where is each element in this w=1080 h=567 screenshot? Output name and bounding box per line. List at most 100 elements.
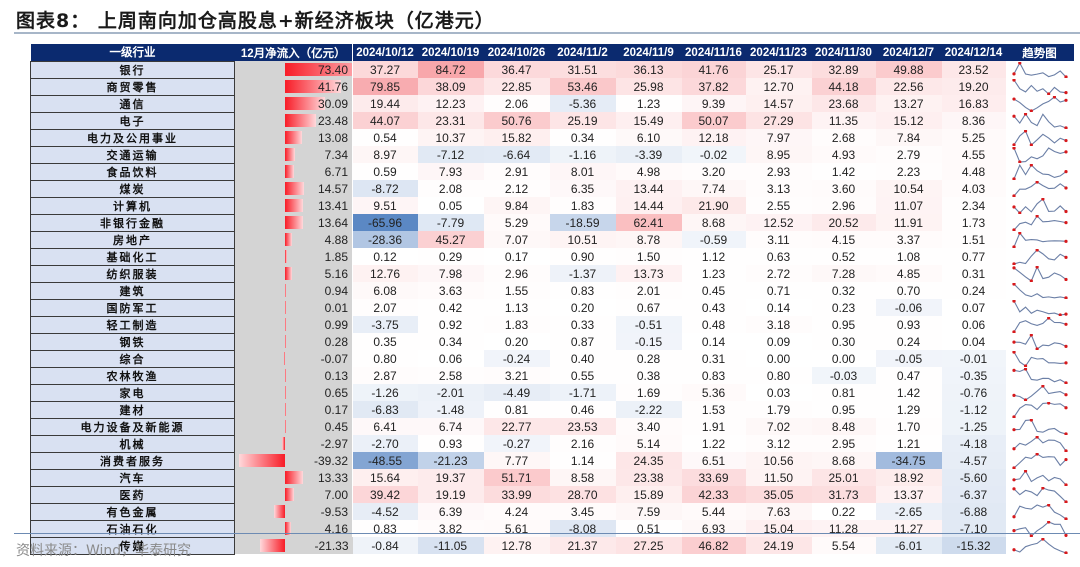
industry-name: 商贸零售: [30, 77, 235, 96]
week-value-cell: 5.61: [484, 520, 550, 537]
week-value-cell: 1.79: [766, 402, 791, 417]
week-value-cell: 6.35: [549, 180, 616, 197]
industry-name: 机械: [30, 434, 235, 453]
week-value-cell: -28.36: [352, 231, 418, 248]
week-value-cell: 6.51: [681, 452, 746, 469]
week-value-cell: 0.48: [701, 317, 726, 332]
week-value-cell: 4.85: [876, 265, 942, 282]
industry-name: 钢铁: [30, 332, 235, 351]
week-value-cell: -8.08: [549, 520, 616, 537]
week-value-cell: 0.51: [636, 521, 661, 536]
table-row: 通信 30.09 19.44 12.23 2.06 -5.36 1.23 9.39 14.57 2…: [30, 94, 1074, 113]
week-value-cell: 21.37: [549, 537, 616, 554]
data-bar: [285, 420, 286, 433]
week-value-cell: 13.27: [875, 95, 942, 112]
week-value-cell: -11.05: [417, 537, 484, 554]
week-value-cell: 3.13: [766, 181, 791, 196]
week-value-cell: 23.53: [549, 418, 616, 435]
table-row: 基础化工 1.85 0.12 0.29 0.17 0.90 1.50 1.12 0.63 0.52…: [30, 247, 1074, 266]
week-value-cell: 0.00: [766, 351, 791, 366]
trend-sparkline: [1005, 367, 1074, 384]
trend-sparkline: [1005, 78, 1074, 95]
week-value-cell: 8.68: [811, 452, 876, 469]
week-value-cell: 0.81: [504, 402, 529, 417]
week-value-cell: -0.27: [483, 435, 550, 452]
industry-name: 建材: [30, 400, 235, 419]
header-week: 2024/10/12: [352, 44, 418, 61]
week-value-cell: 23.31: [417, 112, 484, 129]
week-value-cell: 1.42: [831, 164, 856, 179]
dec-inflow-value: 41.76: [317, 79, 348, 94]
week-value-cell: 6.74: [417, 418, 484, 435]
week-value-cell: 22.85: [483, 78, 550, 95]
dec-inflow-value: 13.64: [317, 215, 348, 230]
week-value-cell: 33.69: [681, 469, 746, 486]
header-week: 2024/11/16: [681, 44, 746, 61]
week-value-cell: -4.57: [941, 452, 1006, 469]
dec-inflow-cell: 0.13: [234, 367, 353, 384]
industry-name: 轻工制造: [30, 315, 235, 334]
week-value-cell: 0.24: [961, 283, 986, 298]
table-row: 汽车 13.33 15.64 19.37 51.71 8.58 23.38 33.69 11.5…: [30, 468, 1074, 487]
table-row: 银行 73.40 37.27 84.72 36.47 31.51 36.13 41.76 25.…: [30, 60, 1074, 79]
week-value-cell: 0.93: [438, 436, 463, 451]
trend-sparkline: [1005, 265, 1074, 282]
week-value-cell: -0.01: [941, 350, 1006, 367]
week-value-cell: 0.05: [438, 198, 463, 213]
table-row: 农林牧渔 0.13 2.87 2.58 3.21 0.55 0.38 0.83 0.80 -0.0…: [30, 366, 1074, 385]
dec-inflow-cell: 0.01: [234, 299, 353, 316]
week-value-cell: 23.52: [941, 61, 1006, 78]
trend-sparkline: [1005, 282, 1074, 299]
table-row: 有色金属 -9.53 -4.52 6.39 4.24 3.45 7.59 5.44 7.63 0.…: [30, 502, 1074, 521]
week-value-cell: 1.69: [636, 385, 661, 400]
table-row: 机械 -2.97 -2.70 0.93 -0.27 2.16 5.14 1.22 3.12 2.9…: [30, 434, 1074, 453]
dec-inflow-value: 0.94: [324, 283, 348, 298]
data-bar: [285, 165, 294, 178]
week-value-cell: 0.20: [570, 300, 595, 315]
trend-sparkline: [1005, 214, 1074, 231]
dec-inflow-cell: 0.28: [234, 333, 353, 350]
week-value-cell: 0.95: [831, 402, 856, 417]
week-value-cell: 1.51: [961, 232, 986, 247]
header-week: 2024/10/26: [483, 44, 550, 61]
table-row: 商贸零售 41.76 79.85 38.09 22.85 53.46 25.98 37.82 1…: [30, 77, 1074, 96]
dec-inflow-cell: -39.32: [234, 452, 353, 469]
data-bar: [285, 80, 341, 93]
industry-name: 电力及公用事业: [30, 128, 235, 147]
week-value-cell: 23.68: [811, 95, 876, 112]
week-value-cell: 15.12: [875, 112, 942, 129]
week-value-cell: 12.76: [352, 265, 418, 282]
dec-inflow-value: 0.28: [324, 334, 348, 349]
week-value-cell: 19.19: [417, 486, 484, 503]
week-value-cell: -5.36: [549, 95, 616, 112]
dec-inflow-value: -2.97: [320, 436, 348, 451]
data-bar: [285, 250, 288, 263]
data-bar: [260, 539, 285, 552]
table-row: 交通运输 7.34 8.97 -7.12 -6.64 -1.16 -3.39 -0.02 8.9…: [30, 145, 1074, 164]
week-value-cell: -4.52: [352, 503, 418, 520]
week-value-cell: 0.92: [438, 317, 463, 332]
week-value-cell: 1.73: [961, 215, 986, 230]
dec-inflow-value: 0.65: [324, 385, 348, 400]
week-value-cell: 0.95: [831, 317, 856, 332]
week-value-cell: 1.53: [701, 402, 726, 417]
week-value-cell: 0.00: [831, 351, 856, 366]
week-value-cell: -4.18: [941, 435, 1006, 452]
dec-inflow-cell: 73.40: [234, 61, 353, 78]
week-value-cell: 37.82: [681, 78, 746, 95]
dec-inflow-value: 4.16: [324, 521, 348, 536]
week-value-cell: -0.24: [483, 350, 550, 367]
week-value-cell: 0.04: [961, 334, 986, 349]
week-value-cell: 15.82: [483, 129, 550, 146]
dec-inflow-cell: 13.33: [234, 469, 353, 486]
week-value-cell: 2.95: [831, 436, 856, 451]
week-value-cell: 1.14: [570, 453, 595, 468]
week-value-cell: 0.34: [570, 130, 595, 145]
week-value-cell: 38.09: [417, 78, 484, 95]
data-bar: [285, 403, 286, 416]
week-value-cell: 0.06: [961, 317, 986, 332]
week-value-cell: -6.88: [941, 503, 1006, 520]
week-value-cell: 2.08: [438, 181, 463, 196]
week-value-cell: 6.41: [352, 418, 418, 435]
week-value-cell: 8.97: [352, 146, 418, 163]
